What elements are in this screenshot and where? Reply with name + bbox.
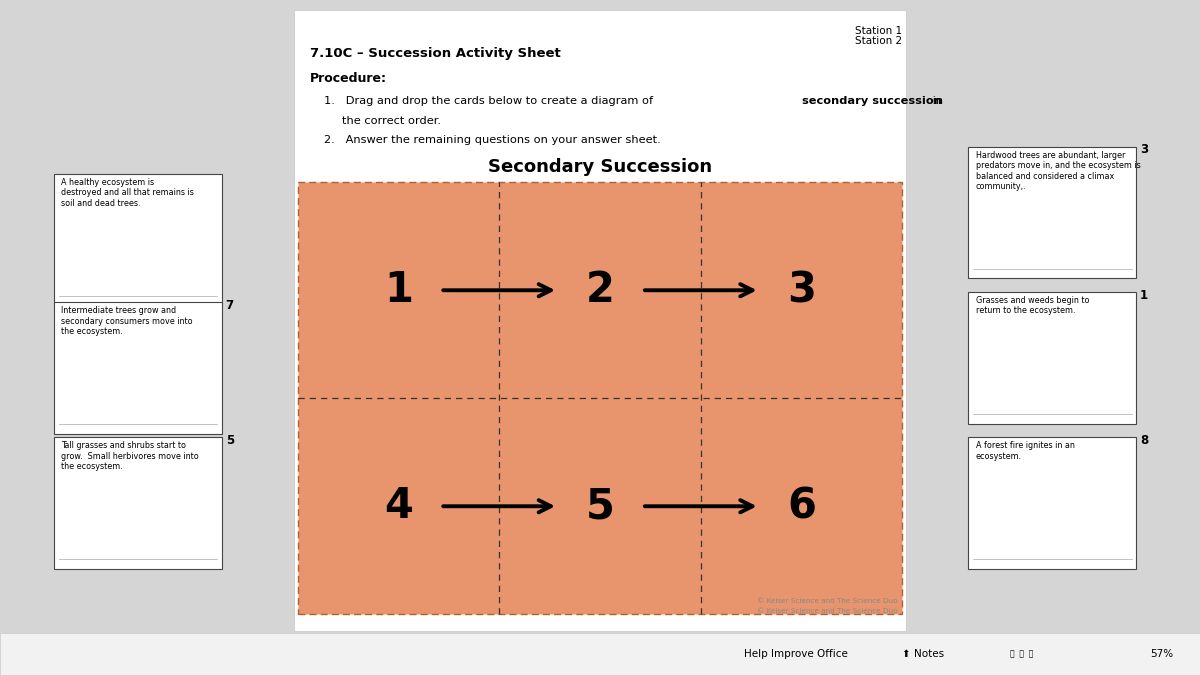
FancyBboxPatch shape — [0, 633, 1200, 675]
Text: Intermediate trees grow and
secondary consumers move into
the ecosystem.: Intermediate trees grow and secondary co… — [61, 306, 193, 336]
Text: 1.   Drag and drop the cards below to create a diagram of: 1. Drag and drop the cards below to crea… — [324, 96, 656, 106]
Text: 7.10C – Succession Activity Sheet: 7.10C – Succession Activity Sheet — [310, 47, 560, 60]
Text: 3: 3 — [787, 269, 816, 311]
Text: Station 1: Station 1 — [856, 26, 902, 36]
Text: ⬜  ⬜  ⬜: ⬜ ⬜ ⬜ — [1010, 649, 1033, 659]
Text: 1: 1 — [1140, 289, 1148, 302]
Text: 4: 4 — [384, 485, 413, 527]
FancyBboxPatch shape — [54, 437, 222, 568]
Text: Grasses and weeds begin to
return to the ecosystem.: Grasses and weeds begin to return to the… — [976, 296, 1090, 315]
Text: 5: 5 — [586, 485, 614, 527]
Text: Hardwood trees are abundant, larger
predators move in, and the ecosystem is
bala: Hardwood trees are abundant, larger pred… — [976, 151, 1140, 191]
Text: 6: 6 — [787, 485, 816, 527]
FancyBboxPatch shape — [968, 147, 1136, 278]
Text: Procedure:: Procedure: — [310, 72, 386, 85]
Text: A healthy ecosystem is
destroyed and all that remains is
soil and dead trees.: A healthy ecosystem is destroyed and all… — [61, 178, 194, 208]
Text: Secondary Succession: Secondary Succession — [488, 157, 712, 176]
Text: © Keiser Science and The Science Duo: © Keiser Science and The Science Duo — [757, 608, 898, 614]
Text: ⬆ Notes: ⬆ Notes — [902, 649, 944, 659]
Text: in: in — [929, 96, 943, 106]
Text: Tall grasses and shrubs start to
grow.  Small herbivores move into
the ecosystem: Tall grasses and shrubs start to grow. S… — [61, 441, 199, 471]
Text: 2.   Answer the remaining questions on your answer sheet.: 2. Answer the remaining questions on you… — [324, 135, 661, 145]
Text: 5: 5 — [226, 433, 234, 447]
Text: the correct order.: the correct order. — [342, 116, 442, 126]
FancyBboxPatch shape — [294, 10, 906, 631]
FancyBboxPatch shape — [298, 182, 902, 614]
Text: 8: 8 — [1140, 433, 1148, 447]
FancyBboxPatch shape — [54, 174, 222, 305]
Text: secondary succession: secondary succession — [802, 96, 942, 106]
Text: 57%: 57% — [1151, 649, 1174, 659]
Text: Station 2: Station 2 — [856, 36, 902, 47]
Text: 3: 3 — [1140, 144, 1148, 157]
Text: A forest fire ignites in an
ecosystem.: A forest fire ignites in an ecosystem. — [976, 441, 1074, 460]
Text: 7: 7 — [226, 298, 234, 312]
Text: 2: 2 — [586, 269, 614, 311]
FancyBboxPatch shape — [968, 437, 1136, 568]
FancyBboxPatch shape — [54, 302, 222, 433]
FancyBboxPatch shape — [968, 292, 1136, 424]
Text: Help Improve Office: Help Improve Office — [744, 649, 848, 659]
Text: © Keiser Science and The Science Duo: © Keiser Science and The Science Duo — [757, 598, 898, 604]
Text: 1: 1 — [384, 269, 413, 311]
